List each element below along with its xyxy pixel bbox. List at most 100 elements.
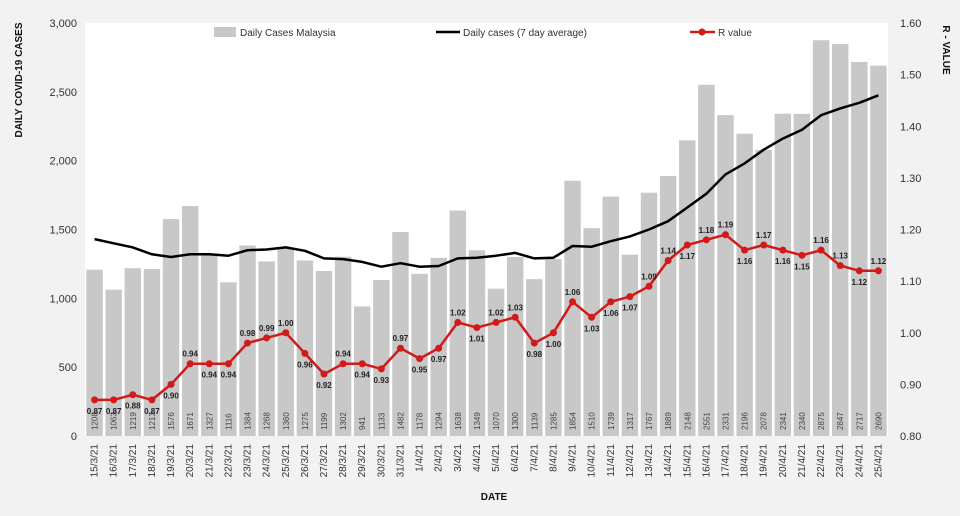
bar-value-label: 2331 (721, 412, 730, 430)
r-value-marker (874, 267, 882, 275)
x-tick-label: 18/4/21 (740, 444, 751, 478)
r-value-labels: 0.87 0.870.880.870.900.940.94 0.940.980.99… (87, 221, 887, 416)
bar-value-label: 1767 (645, 412, 654, 430)
bar-value-label: 1133 (377, 412, 386, 430)
bar-value-labels: 1208 1063 1219 1213 1576 1671 1327 1116 1384 1268… (91, 412, 884, 430)
legend-swatch-r-marker (698, 28, 706, 36)
bar-value-label: 1070 (492, 412, 501, 430)
y2-axis-title: R - VALUE (940, 25, 951, 75)
x-tick-label: 17/3/21 (128, 444, 139, 478)
r-value-label: 0.93 (374, 376, 390, 385)
x-tick-label: 11/4/21 (606, 444, 617, 477)
bar-value-label: 1285 (549, 412, 558, 430)
r-value-marker (244, 339, 252, 347)
bar (755, 149, 772, 437)
bar-value-label: 1300 (511, 412, 520, 430)
bar-value-label: 2717 (855, 412, 864, 430)
bar-value-label: 2078 (760, 412, 769, 430)
bar (181, 205, 199, 436)
x-tick-label: 5/4/21 (491, 444, 502, 472)
legend: Daily Cases Malaysia Daily cases (7 day … (214, 27, 752, 39)
r-value-label: 0.97 (431, 355, 447, 364)
r-value-label: 1.02 (450, 308, 466, 317)
bar (679, 140, 696, 437)
r-value-marker (167, 380, 175, 388)
r-value-marker (607, 298, 615, 306)
r-value-marker (549, 329, 557, 337)
x-tick-label: 21/3/21 (204, 444, 215, 478)
bar (86, 269, 103, 436)
plot-area (85, 23, 888, 436)
x-tick-label: 10/4/21 (587, 444, 598, 478)
r-value-label: 0.94 (221, 371, 237, 380)
r-value-label: 0.96 (297, 360, 313, 369)
bar-value-label: 1576 (167, 412, 176, 430)
bar (774, 113, 792, 436)
bar-value-label: 1327 (205, 412, 214, 430)
bar (812, 40, 830, 436)
r-value-label: 0.94 (335, 350, 351, 359)
bar (698, 84, 715, 437)
x-tick-label: 31/3/21 (395, 444, 406, 478)
x-tick-label: 15/4/21 (682, 444, 693, 478)
y2-tick-label: 1.30 (900, 173, 921, 185)
r-value-marker (282, 329, 290, 337)
average-line (94, 94, 879, 268)
y-tick-label: 2,000 (49, 156, 77, 168)
bar (870, 65, 887, 436)
r-value-marker (626, 293, 634, 301)
r-value-marker (760, 241, 768, 249)
bar (201, 253, 218, 436)
x-tick-label: 3/4/21 (453, 444, 464, 472)
y2-tick-label: 0.90 (900, 379, 921, 391)
r-value-label: 1.17 (679, 252, 695, 261)
bar-value-label: 1889 (664, 412, 673, 430)
r-value-label: 0.87 (87, 407, 103, 416)
bar (526, 279, 543, 436)
r-value-label: 0.90 (163, 391, 179, 400)
x-axis-title: DATE (481, 492, 508, 503)
x-tick-label: 24/4/21 (854, 444, 865, 478)
bar (851, 61, 868, 437)
bar-value-label: 1482 (396, 412, 405, 430)
x-tick-label: 8/4/21 (548, 444, 559, 472)
x-tick-label: 28/3/21 (338, 444, 349, 478)
r-value-label: 1.12 (871, 257, 887, 266)
average-line-series (94, 94, 879, 268)
y-tick-label: 500 (59, 362, 77, 374)
y2-tick-label: 1.20 (900, 225, 921, 237)
right-y-axis-ticks: 0.80 0.90 1.00 1.10 1.20 1.30 1.40 1.50 1.60 (900, 18, 921, 443)
r-value-label: 0.94 (182, 350, 198, 359)
x-tick-label: 14/4/21 (663, 444, 674, 478)
r-value-marker (855, 267, 863, 275)
r-value-marker (224, 360, 232, 368)
r-value-marker (798, 251, 806, 259)
r-value-marker (836, 262, 844, 270)
bar-value-label: 1671 (186, 412, 195, 430)
r-value-marker (186, 360, 194, 368)
bar (640, 192, 658, 436)
x-tick-label: 6/4/21 (510, 444, 521, 472)
r-value-marker (416, 355, 424, 363)
legend-label-average: Daily cases (7 day average) (463, 28, 587, 39)
bar (392, 231, 409, 436)
x-tick-label: 4/4/21 (472, 444, 483, 472)
r-value-marker (702, 236, 710, 244)
x-tick-label: 26/3/21 (300, 444, 311, 478)
r-value-label: 0.88 (125, 402, 141, 411)
x-tick-label: 9/4/21 (568, 444, 579, 472)
bar-value-label: 1116 (224, 413, 233, 430)
bar (583, 228, 600, 436)
r-value-label: 1.00 (546, 340, 562, 349)
r-value-label: 1.16 (737, 257, 753, 266)
x-tick-label: 19/4/21 (759, 444, 770, 478)
bar (831, 44, 849, 437)
x-tick-label: 20/4/21 (778, 444, 789, 478)
bar (334, 256, 352, 436)
r-value-marker (263, 334, 271, 342)
y2-tick-label: 1.40 (900, 121, 921, 133)
bar (468, 250, 486, 436)
bar-value-label: 1208 (91, 412, 100, 430)
x-tick-label: 23/4/21 (835, 444, 846, 478)
